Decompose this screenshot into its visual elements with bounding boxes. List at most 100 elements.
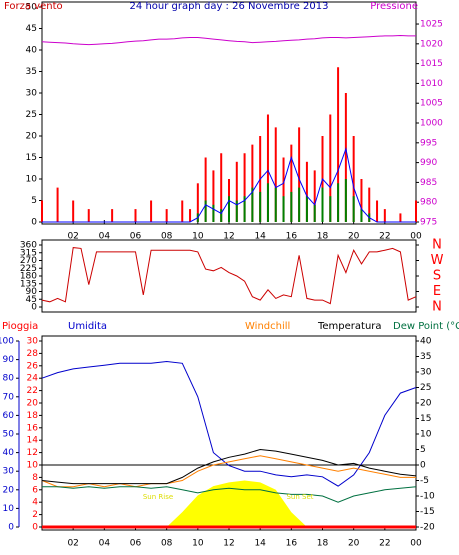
- y-tick-label: 35: [26, 67, 37, 77]
- y-tick-label: W: [431, 253, 444, 268]
- series-line: [41, 34, 416, 46]
- series-line: [41, 360, 417, 487]
- y-tick-label: 4: [32, 498, 38, 508]
- x-tick-label: 16: [286, 232, 298, 242]
- y-tick-label: 26: [27, 361, 39, 371]
- y-tick-label: 30: [420, 368, 432, 378]
- y-tick-label: 1020: [420, 39, 443, 49]
- x-tick-label: 20: [348, 539, 360, 549]
- x-tick-label: 12: [223, 539, 234, 549]
- x-tick-label: 06: [130, 232, 142, 242]
- x-tick-label: 08: [161, 539, 173, 549]
- y-tick-label: 45: [26, 24, 37, 34]
- legend-entry: Windchill: [245, 321, 290, 332]
- y-tick-label: 18: [27, 411, 39, 421]
- series-line: [41, 455, 416, 488]
- y-tick-label: 995: [420, 138, 437, 148]
- y-tick-label: 20: [27, 399, 39, 409]
- y-tick-label: E: [433, 284, 441, 299]
- y-tick-label: 15: [26, 153, 37, 163]
- annotation: Sun Set: [286, 493, 313, 501]
- y-tick-label: 8: [32, 473, 38, 483]
- x-tick-label: 22: [379, 539, 390, 549]
- y-tick-label: 30: [3, 467, 15, 477]
- y-tick-label: 60: [3, 411, 15, 421]
- y-tick-label: 1005: [420, 99, 443, 109]
- y-tick-label: 70: [3, 392, 15, 402]
- y-tick-label: 22: [27, 386, 38, 396]
- y-tick-label: 15: [420, 414, 431, 424]
- y-tick-label: 1015: [420, 59, 443, 69]
- x-tick-label: 16: [286, 539, 298, 549]
- y-tick-label: 10: [420, 430, 432, 440]
- y-tick-label: 0: [8, 523, 14, 533]
- y-tick-label: 180: [20, 272, 37, 282]
- y-tick-label: -20: [420, 523, 435, 533]
- y-tick-label: 20: [26, 132, 38, 142]
- x-tick-label: 14: [254, 232, 266, 242]
- y-tick-label: 24: [27, 374, 39, 384]
- y-tick-label: 40: [3, 448, 15, 458]
- y-tick-label: 135: [20, 279, 37, 289]
- y-tick-label: 985: [420, 178, 437, 188]
- y-tick-label: 5: [31, 196, 37, 206]
- y-tick-label: 45: [26, 295, 37, 305]
- x-tick-label: 22: [379, 232, 390, 242]
- y-tick-label: 40: [420, 337, 432, 347]
- y-tick-label: 90: [3, 355, 15, 365]
- y2-axis-label: Pressione: [370, 1, 418, 12]
- x-tick-label: 02: [67, 539, 78, 549]
- y-tick-label: S: [433, 269, 441, 284]
- y-tick-label: 25: [420, 383, 431, 393]
- y-tick-label: 980: [420, 198, 437, 208]
- series-line: [41, 247, 417, 305]
- y-tick-label: 5: [420, 445, 426, 455]
- y-tick-label: 28: [27, 349, 39, 359]
- y-tick-label: N: [432, 238, 442, 253]
- y-tick-label: 25: [26, 110, 37, 120]
- y-tick-label: 12: [27, 448, 38, 458]
- y-tick-label: 35: [420, 352, 431, 362]
- y-tick-label: 16: [27, 423, 39, 433]
- x-tick-label: 00: [410, 539, 422, 549]
- y-tick-label: 990: [420, 158, 437, 168]
- y-tick-label: 10: [3, 504, 15, 514]
- x-tick-label: 02: [67, 232, 78, 242]
- y-tick-label: -5: [420, 476, 429, 486]
- y-tick-label: 20: [420, 399, 432, 409]
- legend-entry: Dew Point (°C: [393, 321, 459, 332]
- x-tick-label: 08: [161, 232, 173, 242]
- x-tick-label: 04: [99, 232, 111, 242]
- y-tick-label: 10: [26, 175, 38, 185]
- legend-entry: Pioggia: [2, 321, 38, 332]
- y-tick-label: N: [432, 300, 442, 315]
- y-tick-label: 50: [26, 3, 38, 13]
- x-tick-label: 06: [130, 539, 142, 549]
- y-tick-label: 0: [32, 523, 38, 533]
- y-tick-label: 50: [3, 430, 15, 440]
- x-tick-label: 04: [99, 539, 111, 549]
- legend-entry: Umidita: [68, 321, 107, 332]
- x-tick-label: 10: [192, 539, 204, 549]
- x-tick-label: 10: [192, 232, 204, 242]
- y-tick-label: 975: [420, 218, 437, 228]
- y-tick-label: 1025: [420, 20, 443, 30]
- x-tick-label: 14: [254, 539, 266, 549]
- y-axis-label: Forza vento: [4, 1, 63, 12]
- y-tick-label: 0: [420, 461, 426, 471]
- series-line: [42, 486, 417, 503]
- x-tick-label: 18: [317, 232, 329, 242]
- x-tick-label: 20: [348, 232, 360, 242]
- annotation: Sun Rise: [143, 493, 173, 501]
- y-tick-label: 315: [20, 248, 37, 258]
- x-tick-label: 12: [223, 232, 234, 242]
- y-tick-label: 225: [20, 264, 37, 274]
- y-tick-label: 40: [26, 46, 38, 56]
- y-tick-label: 10: [27, 461, 39, 471]
- series-line: [41, 448, 417, 485]
- y-tick-label: -15: [420, 507, 435, 517]
- y-tick-label: 0: [31, 218, 37, 228]
- y-tick-label: 2: [32, 510, 38, 520]
- y-tick-label: 270: [20, 256, 37, 266]
